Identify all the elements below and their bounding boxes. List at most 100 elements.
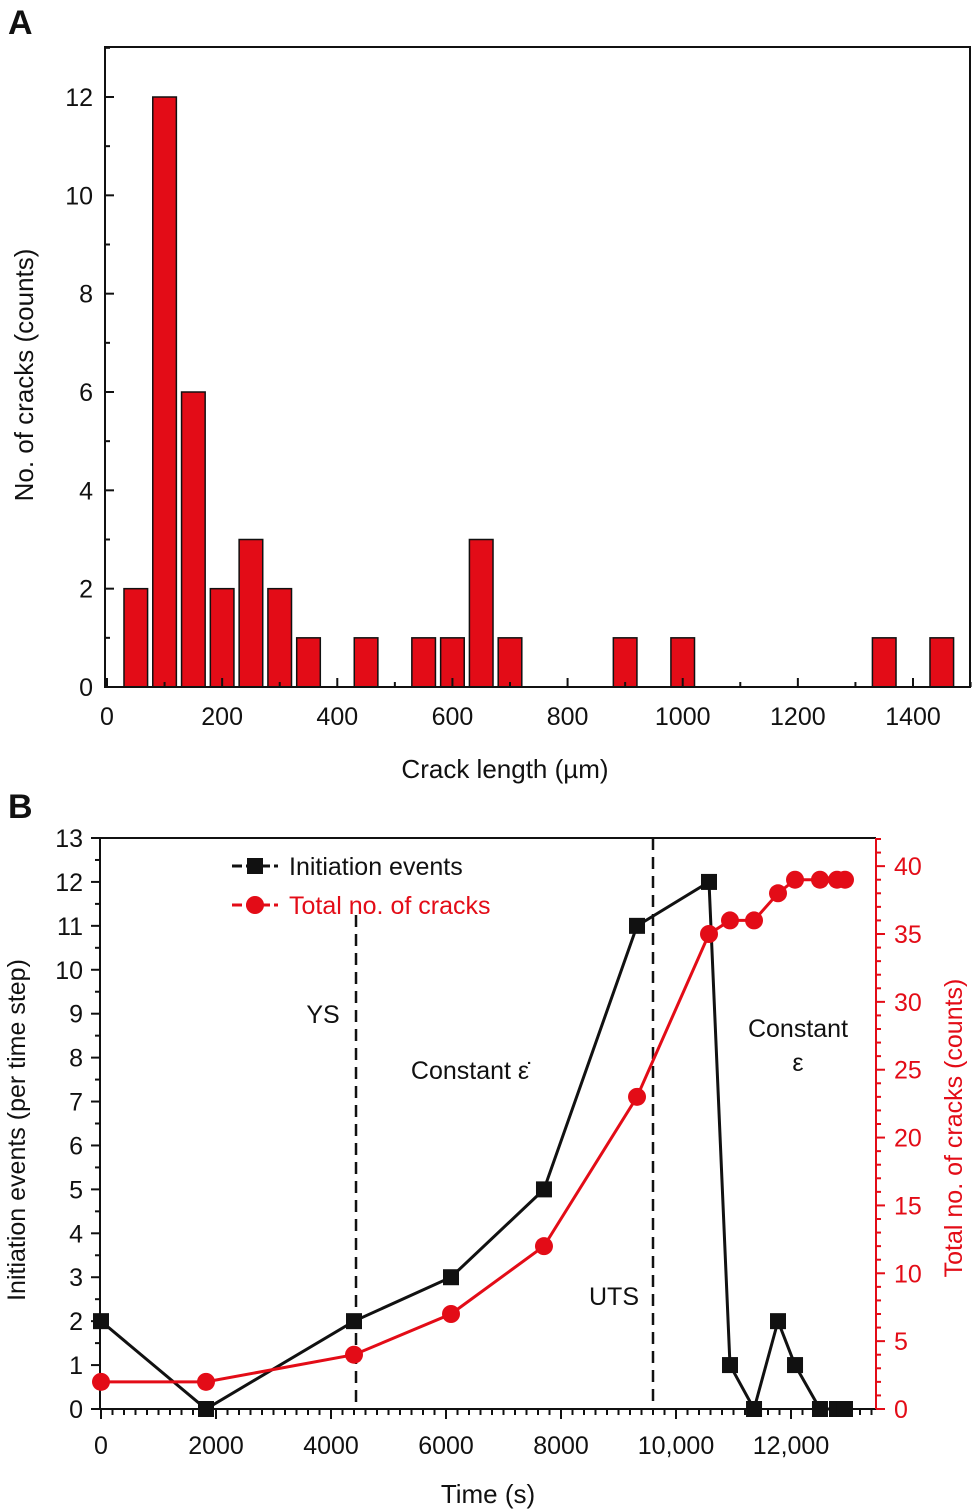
x-tick-label: 8000 (533, 1432, 589, 1460)
y-right-tick-label: 10 (894, 1260, 922, 1288)
y-right-tick-label: 25 (894, 1057, 922, 1085)
y-right-tick-label: 5 (894, 1328, 908, 1356)
bar (295, 637, 322, 688)
data-point-initiation (787, 1357, 804, 1374)
y-tick-label: 3 (69, 1264, 83, 1292)
y-right-tick-label: 40 (894, 853, 922, 881)
bar (209, 587, 235, 688)
y-right-tick-label: 30 (894, 989, 922, 1017)
bar (929, 637, 955, 688)
data-point-initiation (346, 1313, 362, 1330)
annotation-uts: UTS (589, 1283, 639, 1311)
data-point-total (835, 870, 854, 889)
annotation-constant-strain: Constant (748, 1015, 848, 1043)
data-point-total (745, 911, 764, 930)
bar (180, 391, 206, 688)
x-tick-label: 800 (547, 703, 589, 731)
series-line-total (101, 878, 845, 1384)
y-tick-label: 5 (69, 1176, 83, 1204)
data-point-total (345, 1345, 363, 1364)
data-point-total (196, 1372, 215, 1391)
y-tick-label: 8 (79, 281, 93, 309)
x-tick-label: 1400 (885, 703, 941, 731)
x-tick-label: 4000 (303, 1432, 359, 1460)
y-right-tick-label: 20 (894, 1125, 922, 1153)
data-point-total (534, 1237, 553, 1256)
plot-frame (104, 46, 971, 688)
data-point-total (628, 1087, 647, 1106)
y-tick-label: 11 (57, 913, 83, 941)
x-tick-label: 6000 (418, 1432, 474, 1460)
y-tick-label: 12 (65, 84, 93, 112)
series-line-initiation (100, 879, 845, 1413)
panel-b-ylabel-right: Total no. of cracks (counts) (940, 979, 968, 1278)
bar (411, 637, 437, 688)
data-point-total (442, 1305, 461, 1323)
y-tick-label: 4 (79, 477, 93, 505)
panel-a-xlabel: Crack length (µm) (401, 754, 608, 784)
x-tick-label: 0 (100, 703, 114, 731)
legend-initiation-events: Initiation events (289, 853, 463, 881)
y-tick-label: 9 (69, 1001, 83, 1029)
data-point-total (92, 1372, 110, 1391)
annotation-constant-strain-rate: Constant ε̇ (411, 1057, 531, 1085)
panel-b-label: B (8, 788, 33, 826)
bar (123, 587, 149, 688)
panel-a-plot: 0 200 400 600 800 1000 1200 1400 0 2 4 6 8 10 12 (65, 46, 972, 731)
y-tick-label: 2 (79, 576, 93, 604)
data-point-initiation (93, 1313, 109, 1330)
x-tick-label: 0 (94, 1432, 108, 1460)
data-point-initiation (443, 1269, 460, 1286)
y-tick-label: 10 (55, 957, 83, 985)
data-point-initiation (770, 1313, 787, 1330)
data-point-initiation (811, 1401, 828, 1417)
data-point-total (786, 870, 805, 889)
panel-b-plot: 0 2000 4000 6000 8000 10,000 12,000 0 12 3 4 5 6 7 8 9 1… (55, 825, 922, 1460)
data-point-initiation (746, 1401, 763, 1417)
legend-marker-circle (246, 896, 264, 914)
x-tick-label: 10,000 (638, 1432, 714, 1460)
bar (267, 587, 293, 688)
data-point-total (769, 884, 788, 903)
legend: Initiation events Total no. of cracks (232, 853, 490, 920)
y-tick-label: 6 (69, 1132, 83, 1160)
panel-b-ylabel: Initiation events (per time step) (3, 959, 31, 1301)
y-right-tick-label: 15 (894, 1192, 922, 1220)
data-point-initiation (629, 917, 646, 934)
bar (353, 637, 379, 688)
y-tick-label: 4 (69, 1220, 83, 1248)
y-tick-label: 8 (69, 1045, 83, 1073)
data-point-initiation (721, 1357, 738, 1374)
annotation-ys: YS (306, 1001, 339, 1029)
y-tick-label: 13 (55, 825, 83, 853)
bar (871, 637, 897, 688)
data-point-total (810, 870, 829, 889)
bar (238, 538, 264, 688)
bar (468, 538, 494, 688)
panel-a-ylabel: No. of cracks (counts) (9, 249, 39, 502)
legend-marker-square (247, 858, 263, 874)
data-point-total (720, 911, 739, 930)
y-right-tick-label: 0 (894, 1396, 908, 1424)
y-tick-label: 0 (69, 1396, 83, 1424)
data-point-initiation (197, 1401, 214, 1417)
panel-b-xlabel: Time (s) (441, 1479, 535, 1509)
annotation-constant-strain-symbol: ε (792, 1049, 803, 1077)
x-tick-label: 12,000 (753, 1432, 829, 1460)
y-tick-label: 2 (69, 1308, 83, 1336)
x-tick-label: 200 (201, 703, 243, 731)
x-tick-label: 400 (316, 703, 358, 731)
y-tick-label: 7 (69, 1089, 83, 1117)
bar (612, 637, 638, 688)
x-tick-label: 600 (432, 703, 474, 731)
bar (152, 96, 178, 688)
x-tick-label: 2000 (188, 1432, 244, 1460)
data-point-total (700, 925, 719, 943)
y-tick-label: 0 (79, 674, 93, 702)
x-tick-label: 1000 (655, 703, 711, 731)
data-point-initiation (535, 1181, 552, 1198)
panel-a-label: A (8, 4, 33, 42)
y-tick-label: 6 (79, 379, 93, 407)
y-tick-label: 12 (55, 869, 83, 897)
